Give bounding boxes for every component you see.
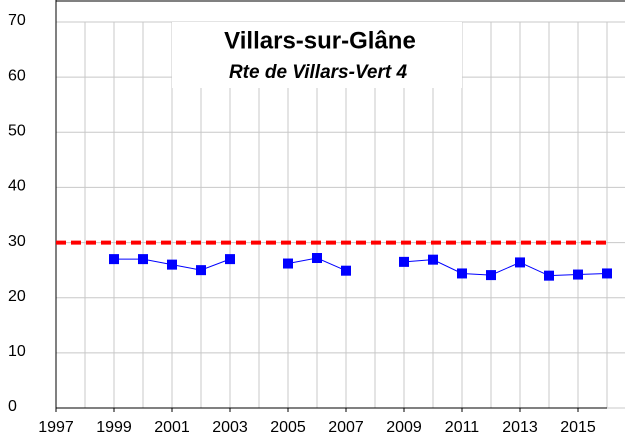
point-marker bbox=[138, 254, 148, 265]
point-marker bbox=[428, 254, 438, 265]
y-tick-label: 30 bbox=[8, 233, 26, 250]
x-tick-label: 2015 bbox=[560, 419, 596, 436]
marks bbox=[56, 240, 612, 281]
x-tick-label: 2005 bbox=[270, 419, 306, 436]
chart-title: Villars-sur-Glâne bbox=[224, 27, 416, 54]
point-marker bbox=[399, 256, 409, 267]
point-marker bbox=[486, 270, 496, 281]
point-marker bbox=[312, 253, 322, 264]
point-marker bbox=[573, 269, 583, 280]
y-tick-label: 20 bbox=[8, 288, 26, 305]
point-marker bbox=[196, 265, 206, 276]
x-tick-label: 2001 bbox=[154, 419, 190, 436]
point-marker bbox=[109, 254, 119, 265]
point-marker bbox=[515, 257, 525, 268]
point-marker bbox=[283, 258, 293, 269]
point-marker bbox=[602, 268, 612, 279]
point-marker bbox=[167, 259, 177, 270]
chart-subtitle: Rte de Villars-Vert 4 bbox=[229, 62, 408, 83]
point-marker bbox=[341, 265, 351, 276]
x-tick-label: 2013 bbox=[502, 419, 538, 436]
x-tick-label: 1997 bbox=[38, 419, 74, 436]
x-tick-label: 2011 bbox=[445, 419, 480, 436]
y-tick-label: 50 bbox=[8, 123, 26, 140]
y-tick-label: 70 bbox=[8, 12, 26, 29]
x-tick-label: 2003 bbox=[212, 419, 248, 436]
x-tick-label: 2007 bbox=[328, 419, 364, 436]
point-marker bbox=[544, 270, 554, 281]
point-marker bbox=[457, 268, 467, 279]
point-marker bbox=[225, 254, 235, 265]
y-tick-label: 0 bbox=[8, 398, 17, 415]
y-tick-label: 40 bbox=[8, 178, 26, 195]
y-tick-label: 60 bbox=[8, 67, 26, 84]
x-tick-label: 1999 bbox=[96, 419, 132, 436]
x-tick-label: 2009 bbox=[386, 419, 422, 436]
title-box bbox=[172, 22, 462, 88]
y-tick-label: 10 bbox=[8, 343, 26, 360]
